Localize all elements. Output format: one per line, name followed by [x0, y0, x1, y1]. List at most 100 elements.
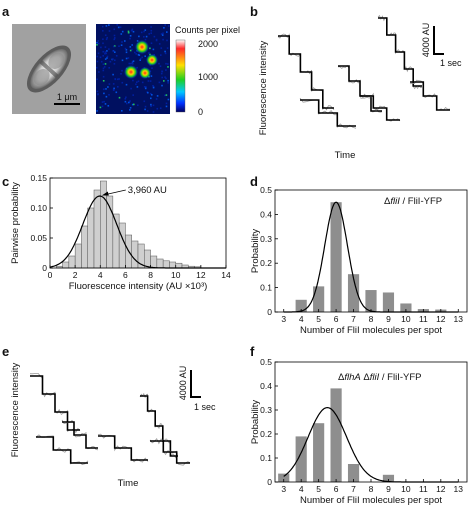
- y-tick-label: 0.2: [260, 429, 272, 439]
- histogram-bar: [175, 262, 183, 269]
- noise-pixel: [152, 85, 154, 87]
- histogram-molecules-flhA: 3 4 5 6 7 8 9 10 11 12 13 0 0.1 0.2 0.3 0.4 0.5 Number of…: [250, 357, 468, 506]
- noise-pixel: [160, 47, 163, 49]
- histogram-bar: [131, 240, 139, 269]
- noise-pixel: [159, 107, 162, 109]
- noise-pixel: [158, 43, 161, 45]
- noise-pixel: [117, 26, 120, 29]
- panel-e-scale-time: 1 sec: [194, 402, 216, 412]
- noise-pixel: [159, 65, 162, 67]
- noise-pixel: [99, 106, 102, 109]
- x-tick-label: 3: [281, 484, 286, 494]
- noise-pixel: [132, 60, 135, 62]
- noise-pixel: [100, 46, 102, 49]
- noise-pixel: [105, 25, 108, 27]
- fluorescent-spot: [139, 67, 151, 79]
- panel-f-annotation: ΔflhA ΔfliI / FliI-YFP: [338, 372, 421, 383]
- histogram-bar: [365, 290, 377, 312]
- noise-pixel: [135, 83, 137, 86]
- noise-pixel: [121, 69, 123, 72]
- histogram-bar: [93, 189, 101, 269]
- x-tick-label: 12: [436, 484, 446, 494]
- x-tick-label: 13: [454, 314, 464, 324]
- noise-pixel: [106, 50, 108, 52]
- noise-pixel: [150, 75, 153, 77]
- y-axis-label: Pairwise probability: [10, 182, 21, 264]
- noise-pixel: [140, 31, 143, 34]
- x-tick-label: 8: [148, 270, 153, 280]
- noise-pixel: [129, 100, 131, 102]
- noise-pixel: [150, 92, 152, 95]
- noise-pixel: [103, 66, 106, 68]
- noise-pixel: [102, 30, 104, 32]
- noise-pixel: [160, 33, 163, 35]
- y-tick-label: 0.3: [260, 405, 272, 415]
- y-tick-label: 0: [267, 477, 272, 487]
- annotation-arrowhead: [101, 191, 109, 196]
- noise-pixel: [137, 104, 139, 106]
- x-tick-label: 10: [171, 270, 181, 280]
- noise-pixel: [160, 54, 162, 56]
- noise-pixel: [105, 95, 108, 98]
- noise-pixel: [131, 63, 134, 65]
- y-tick-label: 0.1: [260, 453, 272, 463]
- noise-pixel: [103, 100, 105, 103]
- noise-pixel: [147, 80, 150, 82]
- x-tick-label: 14: [221, 270, 231, 280]
- noise-pixel: [127, 31, 130, 34]
- noise-pixel: [112, 50, 115, 53]
- noise-pixel: [145, 35, 148, 38]
- noise-pixel: [167, 63, 169, 65]
- noise-pixel: [100, 60, 103, 63]
- y-tick-label: 0.4: [260, 209, 272, 219]
- x-tick-label: 4: [98, 270, 103, 280]
- noise-pixel: [152, 86, 155, 89]
- noise-pixel: [98, 71, 100, 73]
- noise-pixel: [156, 107, 159, 110]
- histogram-bar: [330, 388, 342, 482]
- noise-pixel: [112, 73, 114, 76]
- histogram-bar: [382, 292, 395, 312]
- noise-pixel: [108, 24, 110, 26]
- noise-pixel: [130, 29, 133, 32]
- x-tick-label: 6: [123, 270, 128, 280]
- noise-pixel: [128, 62, 131, 65]
- noise-pixel: [133, 103, 135, 106]
- noise-pixel: [121, 81, 124, 84]
- panel-label-d: d: [250, 174, 258, 189]
- noise-pixel: [128, 101, 130, 104]
- noise-pixel: [153, 35, 156, 38]
- step-fit-trace: [36, 436, 88, 464]
- noise-pixel: [147, 91, 149, 94]
- panel-e-scale-bar: 4000 AU 1 sec: [178, 366, 216, 412]
- noise-pixel: [114, 59, 116, 61]
- histogram-bar: [156, 258, 164, 269]
- noise-pixel: [101, 101, 104, 103]
- noise-pixel: [124, 100, 127, 103]
- noise-pixel: [104, 34, 107, 36]
- noise-pixel: [141, 81, 144, 84]
- noise-pixel: [97, 52, 100, 55]
- noise-pixel: [144, 55, 146, 57]
- panel-d-annotation: ΔfliI / FliI-YFP: [384, 196, 442, 207]
- noise-pixel: [141, 56, 143, 59]
- noise-pixel: [150, 97, 152, 100]
- noise-pixel: [165, 62, 167, 65]
- x-tick-label: 7: [351, 314, 356, 324]
- noise-pixel: [101, 105, 104, 108]
- noise-pixel: [118, 78, 120, 80]
- noise-pixel: [105, 88, 107, 90]
- step-fit-trace: [360, 95, 400, 121]
- histogram-bar: [118, 222, 126, 269]
- histogram-bar: [278, 473, 290, 482]
- noise-pixel: [105, 52, 107, 55]
- panel-e-ylabel: Fluorescence intensity: [10, 362, 21, 457]
- panel-b-scale-bar: 4000 AU 1 sec: [421, 23, 462, 68]
- noise-pixel: [96, 78, 98, 81]
- scale-bar-micrometer: [54, 103, 80, 105]
- noise-pixel: [150, 29, 153, 32]
- noise-pixel: [163, 80, 165, 82]
- noise-pixel: [113, 87, 115, 90]
- step-fit-trace: [300, 99, 356, 127]
